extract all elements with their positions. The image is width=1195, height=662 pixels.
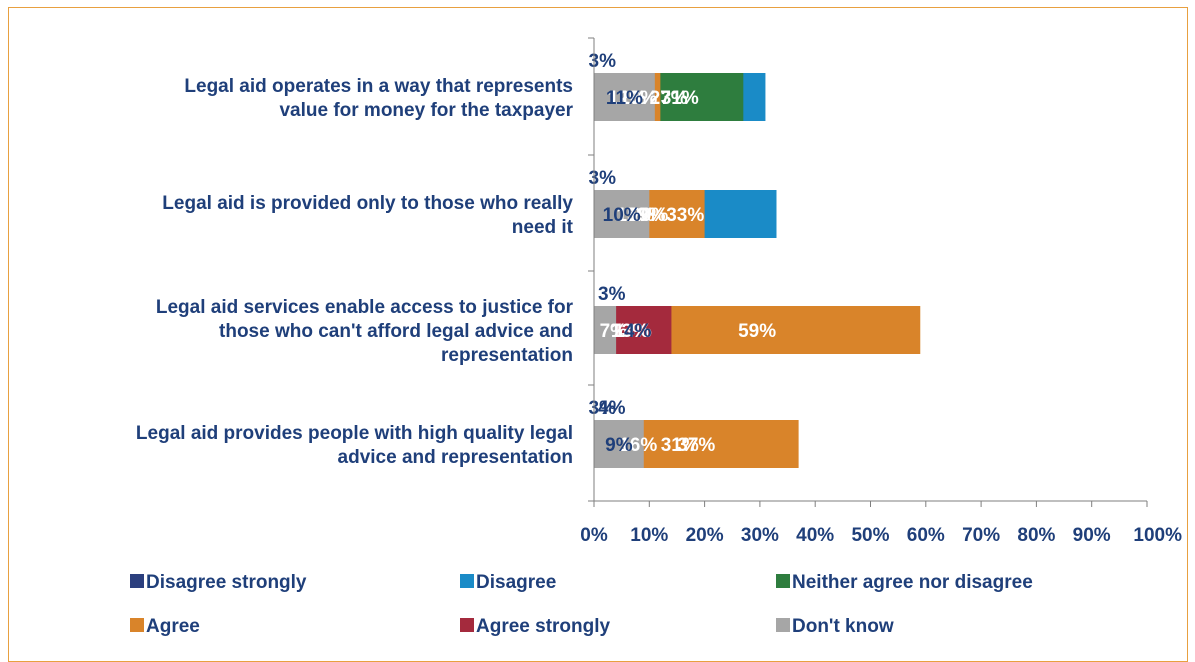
category-label: Legal aid operates in a way that represe… xyxy=(184,76,573,121)
data-label: 4% xyxy=(598,398,626,419)
category-label-line: those who can't afford legal advice and xyxy=(219,321,573,342)
x-tick-label: 10% xyxy=(630,525,668,546)
legend-label: Don't know xyxy=(792,616,894,637)
data-labels: 16% 31%27%12%3%11%15% 33%19%20%3%10%3%7%13… xyxy=(589,51,777,456)
data-label: 10% xyxy=(603,205,641,226)
data-label: 37% xyxy=(677,435,715,456)
x-tick-label: 20% xyxy=(686,525,724,546)
x-tick-label: 80% xyxy=(1017,525,1055,546)
data-label: 19% xyxy=(628,205,666,226)
legend-item: Don't know xyxy=(776,616,894,637)
legend-label: Neither agree nor disagree xyxy=(792,572,1033,593)
category-label-line: Legal aid provides people with high qual… xyxy=(136,423,573,444)
category-label-line: Legal aid operates in a way that represe… xyxy=(184,76,573,97)
x-tick-label: 30% xyxy=(741,525,779,546)
category-label: Legal aid provides people with high qual… xyxy=(136,423,573,468)
data-label: 16% xyxy=(619,435,657,456)
category-label-line: value for money for the taxpayer xyxy=(279,100,573,121)
x-tick-label: 40% xyxy=(796,525,834,546)
legend-swatch xyxy=(776,618,790,632)
legend-item: Agree xyxy=(130,616,200,637)
category-label-line: Legal aid is provided only to those who … xyxy=(162,193,573,214)
data-label: 15% xyxy=(616,205,654,226)
category-label-line: need it xyxy=(512,217,574,238)
legend-item: Neither agree nor disagree xyxy=(776,572,1033,593)
legend-swatch xyxy=(460,618,474,632)
legend-swatch xyxy=(130,574,144,588)
x-tick-label: 90% xyxy=(1073,525,1111,546)
bar-segment xyxy=(594,420,644,468)
legend: Disagree strongly Disagree Neither agree n… xyxy=(130,572,1033,637)
category-label-line: advice and representation xyxy=(338,447,573,468)
x-tick-label: 60% xyxy=(907,525,945,546)
x-tick-label: 100% xyxy=(1133,525,1182,546)
legend-label: Agree strongly xyxy=(476,616,611,637)
category-label: Legal aid is provided only to those who … xyxy=(162,193,573,238)
legend-swatch xyxy=(776,574,790,588)
data-label: 20% xyxy=(630,205,668,226)
bar-segment xyxy=(594,190,650,238)
data-label: 12% xyxy=(608,88,646,109)
data-label: 27% xyxy=(650,88,688,109)
data-label: 3% xyxy=(589,51,617,72)
data-label: 3% xyxy=(598,284,626,305)
data-label: 33% xyxy=(666,205,704,226)
data-label: 14% xyxy=(614,321,652,342)
legend-swatch xyxy=(460,574,474,588)
data-label: 31% xyxy=(661,88,699,109)
category-label: Legal aid services enable access to just… xyxy=(156,297,574,366)
legend-label: Disagree xyxy=(476,572,556,593)
data-label: 4% xyxy=(624,321,652,342)
legend-label: Disagree strongly xyxy=(146,572,307,593)
legend-swatch xyxy=(130,618,144,632)
legend-item: Disagree strongly xyxy=(130,572,307,593)
x-tick-label: 50% xyxy=(851,525,889,546)
data-label: 13% xyxy=(611,321,649,342)
axes xyxy=(588,37,1148,507)
category-label-line: Legal aid services enable access to just… xyxy=(156,297,574,318)
bars xyxy=(594,73,921,468)
data-label: 3% xyxy=(589,398,617,419)
data-label: 11% xyxy=(606,88,643,109)
category-label-line: representation xyxy=(441,345,573,366)
legend-item: Agree strongly xyxy=(460,616,611,637)
data-label: 9% xyxy=(605,435,633,456)
legend-label: Agree xyxy=(146,616,200,637)
data-label: 59% xyxy=(738,321,776,342)
category-labels: Legal aid operates in a way that represe… xyxy=(136,76,574,468)
x-tick-label: 70% xyxy=(962,525,1000,546)
bar-segment xyxy=(594,306,617,354)
data-label: 3% xyxy=(589,168,617,189)
data-label: 7% xyxy=(600,321,628,342)
legend-item: Disagree xyxy=(460,572,556,593)
x-tick-label: 0% xyxy=(580,525,608,546)
data-label: 31% xyxy=(661,435,699,456)
data-label: 16% xyxy=(619,88,657,109)
x-tick-labels: 0% 10% 20% 30% 40% 50% 60% 70% 80% 90% 100% xyxy=(580,525,1182,546)
bar-segment xyxy=(594,73,655,121)
